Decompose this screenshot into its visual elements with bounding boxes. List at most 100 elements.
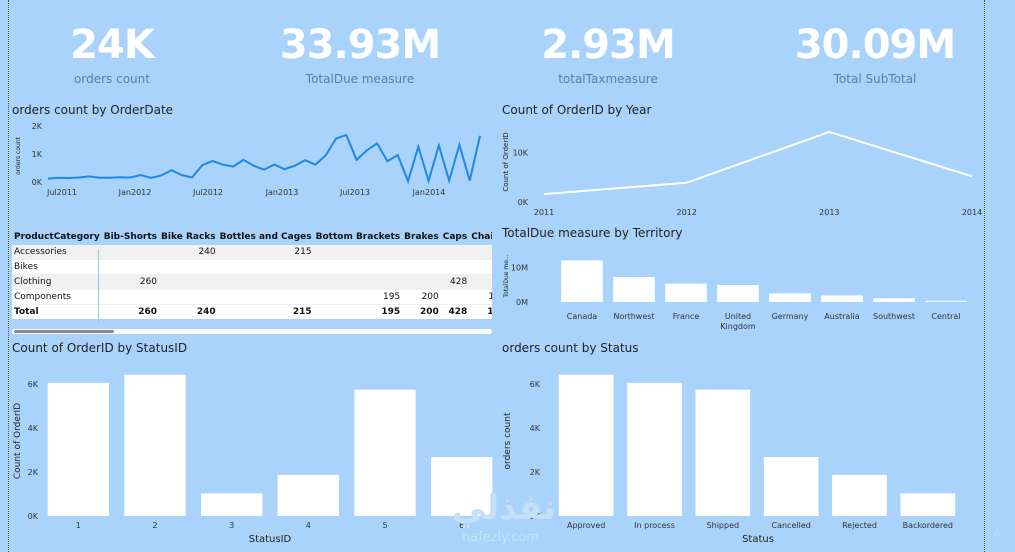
series-line[interactable] xyxy=(47,133,481,185)
y-tick-label: 0K xyxy=(530,512,541,521)
x-tick-label: 1 xyxy=(76,521,81,530)
x-tick-label: 2011 xyxy=(534,208,554,217)
cell xyxy=(217,274,314,290)
y-tick-label: 6K xyxy=(530,380,541,389)
column-header[interactable]: Caps xyxy=(442,232,468,242)
bar[interactable] xyxy=(717,285,759,302)
y-tick-label: 1K xyxy=(32,150,43,159)
row-label: Bikes xyxy=(12,259,102,275)
bar[interactable] xyxy=(201,493,263,516)
bar[interactable] xyxy=(558,374,614,516)
y-axis-label: orders count xyxy=(503,412,513,469)
cell xyxy=(101,245,160,260)
right-dotted-border xyxy=(984,0,985,552)
x-tick-label: 2013 xyxy=(819,208,839,217)
kpi-value: 33.93M xyxy=(279,22,441,68)
y-axis-label: orders count xyxy=(15,136,22,175)
orders-by-status-chart[interactable]: orders count Status 0K 2K 4K 6K Approved In p… xyxy=(500,356,990,548)
cell xyxy=(402,245,441,260)
watermark-logo: نفذلي xyxy=(452,488,557,528)
cell xyxy=(402,274,441,290)
total-row: Total 260 240 215 195 200 428 12 xyxy=(12,304,492,319)
row-label: Components xyxy=(12,289,102,305)
bar[interactable] xyxy=(925,300,967,302)
bar[interactable] xyxy=(561,260,603,302)
cell xyxy=(469,259,492,275)
series-line[interactable] xyxy=(543,130,973,196)
x-tick-label: Jan2013 xyxy=(265,188,299,197)
x-tick-label: 3 xyxy=(229,521,234,530)
x-tick-label: Jul2013 xyxy=(339,188,370,197)
cell xyxy=(313,274,403,290)
cell xyxy=(101,259,160,275)
orders-by-date-chart[interactable]: orders count 0K 1K 2K Jul2011 Jan2012 Jul2012… xyxy=(12,118,492,200)
x-tick-label: France xyxy=(673,312,700,321)
column-header[interactable]: Brakes xyxy=(404,232,439,242)
totaldue-by-territory-chart[interactable]: TotalDue me... 0M 10M Canada Northwest Franc… xyxy=(500,242,990,336)
scrollbar-thumb[interactable] xyxy=(14,330,114,333)
x-tick-label: Southwest xyxy=(873,312,915,321)
chart-title-orders-by-status: orders count by Status xyxy=(502,341,639,355)
bar[interactable] xyxy=(627,382,682,516)
cell xyxy=(313,259,403,275)
y-axis-label: Count of OrderID xyxy=(502,132,510,191)
x-tick-label: Jul2012 xyxy=(192,188,223,197)
cell xyxy=(313,245,403,260)
bar[interactable] xyxy=(277,474,339,516)
corner-glyph: A xyxy=(993,527,1001,540)
cell: 215 xyxy=(217,245,314,260)
column-header[interactable]: Bike Racks xyxy=(161,232,216,242)
cell: 215 xyxy=(217,304,314,319)
cell xyxy=(159,274,218,290)
cell: 195 xyxy=(313,289,403,305)
bar[interactable] xyxy=(873,298,915,302)
bar[interactable] xyxy=(431,457,493,516)
bar[interactable] xyxy=(354,389,416,516)
bar[interactable] xyxy=(900,493,956,516)
bar[interactable] xyxy=(832,474,887,516)
cell xyxy=(159,259,218,275)
cell: 260 xyxy=(101,304,160,319)
x-tick-label: Jan2014 xyxy=(412,188,446,197)
product-category-matrix[interactable]: ProductCategory Bib-Shorts Bike Racks Bo… xyxy=(12,229,492,323)
bar[interactable] xyxy=(665,283,707,302)
x-tick-label: In process xyxy=(634,521,675,530)
y-tick-label: 4K xyxy=(530,424,541,433)
y-tick-label: 4K xyxy=(28,424,39,433)
bar[interactable] xyxy=(695,389,751,516)
bar[interactable] xyxy=(124,374,186,516)
y-tick-label: 0M xyxy=(516,298,528,307)
column-header[interactable]: Bottles and Cages xyxy=(219,232,312,242)
bar[interactable] xyxy=(47,382,109,516)
cell: 12 xyxy=(469,304,492,319)
x-tick-label: Jul2011 xyxy=(46,188,77,197)
kpi-orders-count: 24K orders count xyxy=(0,20,232,86)
x-tick-label: Central xyxy=(931,312,960,321)
kpi-label: Total SubTotal xyxy=(833,72,917,86)
y-tick-label: 2K xyxy=(32,122,43,131)
chart-title-orders-by-year: Count of OrderID by Year xyxy=(502,103,652,117)
column-header[interactable]: Bottom Brackets xyxy=(315,232,401,242)
bar[interactable] xyxy=(821,295,863,302)
row-header-divider xyxy=(98,249,99,323)
bar[interactable] xyxy=(769,293,811,302)
cell: 428 xyxy=(440,274,470,290)
kpi-totaldue: 33.93M TotalDue measure xyxy=(240,20,480,86)
bar[interactable] xyxy=(613,277,655,302)
column-header[interactable]: ProductCategory xyxy=(14,232,100,242)
table-horizontal-scrollbar[interactable] xyxy=(12,329,492,334)
orders-by-year-chart[interactable]: Count of OrderID 0K 10K 2011 2012 2013 2014 xyxy=(500,118,990,220)
column-header[interactable]: Bib-Shorts xyxy=(103,232,158,242)
count-by-statusid-chart[interactable]: Count of OrderID StatusID 0K 2K 4K 6K 1 2 3 4 5 6 xyxy=(12,356,502,548)
x-tick-label: Cancelled xyxy=(772,521,811,530)
column-header[interactable]: Chain xyxy=(471,232,492,242)
row-label: Accessories xyxy=(12,245,102,260)
x-tick-label: Germany xyxy=(772,312,809,321)
chart-title-totaldue-by-territory: TotalDue measure by Territory xyxy=(502,226,683,240)
x-tick-label: Backordered xyxy=(903,521,953,530)
bar[interactable] xyxy=(763,457,819,516)
kpi-value: 2.93M xyxy=(541,22,676,68)
cell: 195 xyxy=(313,304,403,319)
cell xyxy=(440,259,470,275)
